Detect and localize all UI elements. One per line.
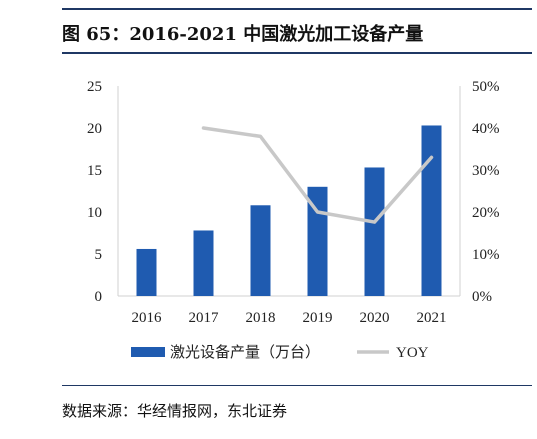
y-right-tick-label: 0% <box>472 289 492 305</box>
bottom-rule <box>62 385 532 386</box>
y-right-tick-label: 20% <box>472 205 500 221</box>
line-series <box>201 126 434 224</box>
y-right-tick-label: 10% <box>472 247 500 263</box>
legend-bar-label: 激光设备产量（万台） <box>170 343 320 361</box>
figure-title: 图 65：2016-2021 中国激光加工设备产量 <box>62 24 424 45</box>
x-tick-label: 2018 <box>246 310 276 326</box>
legend: 激光设备产量（万台） YOY <box>131 343 429 361</box>
y-right-tick-label: 50% <box>472 79 500 95</box>
y-left-tick-label: 0 <box>95 289 103 305</box>
bar <box>364 167 385 296</box>
y-right-tick-labels: 0% 10% 20% 30% 40% 50% <box>472 79 500 305</box>
x-tick-label: 2016 <box>132 310 163 326</box>
title-rule <box>62 52 532 54</box>
y-left-tick-label: 10 <box>87 205 102 221</box>
x-tick-label: 2019 <box>303 310 333 326</box>
combo-chart: 2016 2017 2018 2019 2020 2021 0 5 10 15 20 25 0% 10… <box>87 79 500 361</box>
legend-bar-swatch <box>131 347 165 357</box>
legend-line-label: YOY <box>396 345 429 361</box>
y-left-tick-label: 5 <box>95 247 103 263</box>
bar <box>421 125 442 296</box>
chart-axes <box>117 86 461 297</box>
y-right-tick-label: 30% <box>472 163 500 179</box>
y-left-tick-label: 15 <box>87 163 102 179</box>
y-right-tick-label: 40% <box>472 121 500 137</box>
top-rule <box>62 8 532 10</box>
x-tick-label: 2020 <box>360 310 390 326</box>
y-left-tick-label: 25 <box>87 79 102 95</box>
source-note: 数据来源：华经情报网，东北证券 <box>62 402 288 420</box>
x-tick-label: 2017 <box>189 310 220 326</box>
bar <box>193 230 214 296</box>
bar-series <box>136 125 442 296</box>
bar <box>250 205 271 296</box>
x-tick-label: 2021 <box>417 310 447 326</box>
yoy-line <box>201 126 434 224</box>
y-left-tick-labels: 0 5 10 15 20 25 <box>87 79 102 305</box>
y-left-tick-label: 20 <box>87 121 102 137</box>
bar <box>136 248 157 296</box>
x-tick-labels: 2016 2017 2018 2019 2020 2021 <box>132 310 447 326</box>
